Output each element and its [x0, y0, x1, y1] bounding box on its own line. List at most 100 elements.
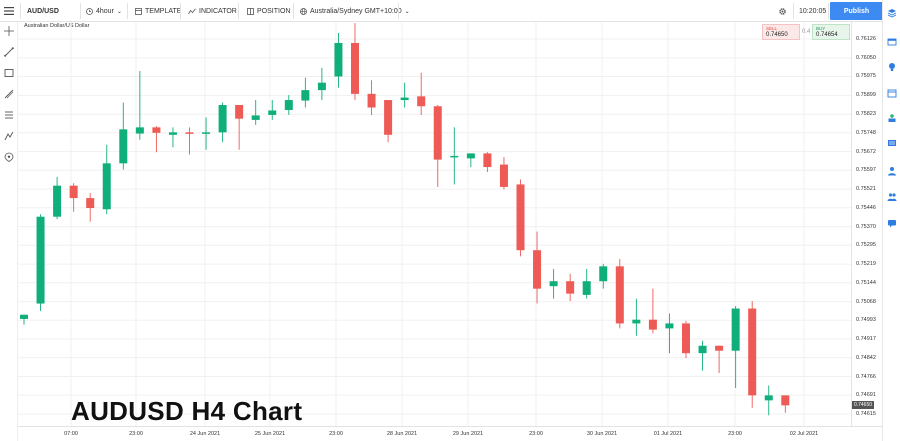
- right-sidebar: [882, 0, 900, 441]
- candle-up: [20, 314, 28, 319]
- candle-up: [135, 127, 144, 134]
- settings-gear-icon[interactable]: [778, 0, 787, 22]
- grid-lines: [18, 22, 851, 426]
- candle-up: [202, 132, 211, 134]
- candle-down: [499, 164, 508, 187]
- candle-up: [731, 308, 740, 351]
- candlestick-chart[interactable]: [18, 22, 851, 426]
- drawing-toolbar: [0, 22, 18, 441]
- price-tick-label: 0.76126: [856, 36, 876, 42]
- crosshair-icon[interactable]: [3, 25, 15, 37]
- people-icon[interactable]: [887, 192, 897, 202]
- candle-up: [698, 345, 707, 354]
- price-tick-label: 0.75295: [856, 242, 876, 249]
- candle-down: [384, 100, 393, 135]
- candle-down: [615, 266, 624, 324]
- calendar-icon[interactable]: [887, 88, 897, 98]
- watchlist-icon[interactable]: [887, 113, 897, 123]
- user-icon[interactable]: [887, 166, 897, 176]
- ideas-icon[interactable]: [887, 62, 897, 72]
- timezone-select[interactable]: Australia/Sydney GMT+10:00 ⌄: [300, 0, 410, 22]
- chevron-down-icon: ⌄: [116, 8, 122, 15]
- candle-up: [334, 42, 343, 77]
- position-button[interactable]: POSITION: [247, 0, 290, 22]
- time-tick-label: 07:00: [64, 431, 78, 437]
- time-tick-label: 23:00: [329, 431, 343, 437]
- time-tick-label: 01 Jul 2021: [653, 431, 683, 437]
- template-label: TEMPLATE: [145, 7, 182, 15]
- price-axis[interactable]: 0.76126 0.76050 0.75975 0.75899 0.75823 0.757…: [851, 22, 882, 426]
- stats-icon[interactable]: [887, 138, 897, 148]
- time-tick-label: 23:00: [529, 431, 543, 437]
- candle-down: [235, 105, 244, 119]
- candle-down: [433, 106, 442, 160]
- candle-down: [417, 96, 426, 107]
- measure-icon[interactable]: [3, 151, 15, 163]
- buy-label: BUY: [816, 26, 826, 31]
- layers-icon[interactable]: [887, 8, 897, 18]
- time-tick-label: 02 Jul 2021: [789, 431, 819, 437]
- text-icon[interactable]: [3, 109, 15, 121]
- price-tick-label: 0.74766: [856, 373, 876, 380]
- candle-up: [119, 129, 128, 164]
- template-icon: [135, 7, 142, 15]
- time-tick-label: 29 Jun 2021: [452, 431, 484, 437]
- symbol-full-name: Australian Dollar/US Dollar: [24, 23, 90, 29]
- interval-select[interactable]: 4hour ⌄: [86, 0, 122, 22]
- candle-up: [36, 216, 45, 304]
- menu-icon[interactable]: [4, 0, 14, 22]
- price-tick-label: 0.75672: [856, 148, 876, 155]
- candle-up: [632, 319, 641, 324]
- publish-button[interactable]: Publish: [830, 2, 883, 20]
- candle-up: [284, 100, 293, 110]
- symbol-search[interactable]: AUD/USD: [27, 7, 59, 15]
- template-button[interactable]: TEMPLATE: [135, 0, 181, 22]
- rectangle-icon[interactable]: [3, 67, 15, 79]
- candle-up: [268, 110, 277, 115]
- position-label: POSITION: [257, 7, 291, 15]
- price-tick-label: 0.75068: [856, 298, 876, 305]
- price-tick-label: 0.74993: [856, 317, 876, 324]
- price-tick-label: 0.75144: [856, 279, 876, 286]
- price-tick-label: 0.75219: [856, 261, 876, 268]
- candle-down: [715, 345, 724, 351]
- indicator-icon: [188, 8, 196, 14]
- candle-down: [69, 185, 78, 199]
- candle-up: [549, 281, 558, 287]
- indicator-button[interactable]: INDICATOR: [188, 0, 237, 22]
- candle-down: [351, 42, 359, 94]
- fib-icon[interactable]: [3, 88, 15, 100]
- chevron-down-icon: ⌄: [404, 8, 410, 15]
- candle-down: [367, 93, 376, 108]
- price-tick-label: 0.75748: [856, 129, 876, 136]
- candle-up: [251, 115, 260, 120]
- pattern-icon[interactable]: [3, 130, 15, 142]
- top-toolbar: AUD/USD 4hour ⌄ TEMPLATE INDICATOR POSIT…: [0, 0, 900, 22]
- candle-down: [483, 153, 492, 168]
- price-tick-label: 0.75446: [856, 204, 876, 211]
- candle-down: [152, 127, 161, 133]
- candle-down: [516, 184, 525, 251]
- candle-down: [682, 323, 690, 354]
- position-icon: [247, 7, 254, 15]
- trendline-icon[interactable]: [3, 46, 15, 58]
- candle-up: [168, 132, 177, 135]
- buy-button[interactable]: BUY 0.74654: [812, 24, 850, 40]
- candle-up: [102, 163, 111, 210]
- panel-icon[interactable]: [887, 37, 897, 47]
- candle-down: [185, 132, 194, 134]
- chat-icon[interactable]: [887, 218, 897, 228]
- price-tick-label: 0.75370: [856, 223, 876, 230]
- interval-label: 4hour: [96, 7, 114, 15]
- price-tick-label: 0.74615: [856, 411, 876, 417]
- price-tick-label: 0.74917: [856, 336, 876, 343]
- spread-value: 0.4: [802, 29, 811, 35]
- candle-up: [582, 281, 591, 295]
- sell-price: 0.74650: [766, 32, 788, 38]
- time-tick-label: 23:00: [129, 431, 143, 437]
- globe-icon: [300, 7, 307, 15]
- sell-button[interactable]: SELL 0.74650: [762, 24, 800, 40]
- price-tick-label: 0.75521: [856, 186, 876, 193]
- candle-down: [648, 319, 657, 330]
- time-axis[interactable]: 07:00 23:00 24 Jun 2021 25 Jun 2021 23:00 28 …: [18, 426, 882, 441]
